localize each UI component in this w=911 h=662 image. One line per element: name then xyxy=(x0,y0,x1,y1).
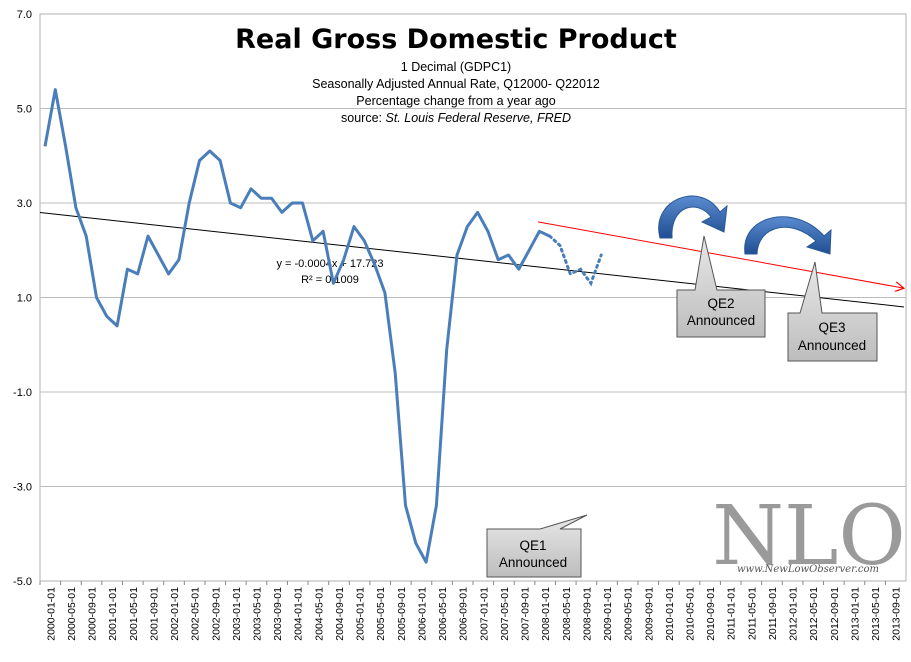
x-tick-label: 2008-01-01 xyxy=(540,587,552,641)
x-tick-label: 2000-09-01 xyxy=(87,587,99,641)
x-tick-label: 2007-05-01 xyxy=(499,587,511,641)
source-line: source: St. Louis Federal Reserve, FRED xyxy=(341,111,571,125)
qe2-callout: QE2 Announced xyxy=(676,235,766,338)
source-value: St. Louis Federal Reserve, FRED xyxy=(385,111,571,125)
x-tick-label: 2011-09-01 xyxy=(767,587,779,640)
x-tick-label: 2013-05-01 xyxy=(870,587,882,641)
x-tick-label: 2009-09-01 xyxy=(643,587,655,641)
watermark-logo: NLO xyxy=(712,489,905,584)
gdp-series-points xyxy=(44,89,602,563)
y-axis: -5.0 -3.0 -1.0 1.0 3.0 5.0 7.0 xyxy=(13,9,32,588)
x-tick-label: 2000-01-01 xyxy=(45,587,57,641)
subtitle-line-1: 1 Decimal (GDPC1) xyxy=(401,60,511,74)
x-tick-label: 2003-01-01 xyxy=(231,587,243,641)
x-tick-label: 2005-05-01 xyxy=(375,587,387,641)
qe2-label: QE2 xyxy=(707,296,734,311)
source-label: source: xyxy=(341,111,385,125)
x-tick-label: 2004-09-01 xyxy=(334,587,346,641)
y-tick-label: 7.0 xyxy=(17,9,32,21)
x-tick-label: 2004-01-01 xyxy=(293,587,305,641)
x-tick-label: 2013-01-01 xyxy=(849,587,861,641)
y-tick-label: -1.0 xyxy=(13,387,32,399)
x-tick-label: 2001-09-01 xyxy=(148,587,160,641)
x-tick-label: 2004-05-01 xyxy=(313,587,325,641)
qe3-callout: QE3 Announced xyxy=(787,261,878,362)
x-tick-label: 2001-01-01 xyxy=(107,587,119,641)
qe3-announced: Announced xyxy=(798,338,866,353)
x-tick-label: 2012-05-01 xyxy=(808,587,820,641)
y-tick-label: 1.0 xyxy=(17,293,32,305)
qe3-label: QE3 xyxy=(818,320,845,335)
x-tick-label: 2007-09-01 xyxy=(520,587,532,641)
gridlines xyxy=(40,108,906,487)
gdp-series-line xyxy=(43,88,551,564)
x-tick-label: 2010-05-01 xyxy=(685,587,697,641)
qe1-announced: Announced xyxy=(499,555,567,570)
x-tick-label: 2002-01-01 xyxy=(169,587,181,641)
x-tick-label: 2010-01-01 xyxy=(664,587,676,641)
x-tick-label: 2006-05-01 xyxy=(437,587,449,641)
red-trend-arrow xyxy=(537,221,903,288)
y-tick-label: -3.0 xyxy=(13,482,32,494)
x-axis: 2000-01-01 2000-05-01 2000-09-01 2001-01-01… xyxy=(39,581,903,641)
x-tick-label: 2008-05-01 xyxy=(561,587,573,641)
x-tick-label: 2010-09-01 xyxy=(705,587,717,641)
title-block: Real Gross Domestic Product 1 Decimal (G… xyxy=(235,24,677,125)
qe1-label: QE1 xyxy=(519,538,546,553)
x-tick-label: 2007-01-01 xyxy=(478,587,490,641)
y-tick-label: 3.0 xyxy=(17,198,32,210)
x-tick-label: 2013-09-01 xyxy=(891,587,903,641)
watermark: NLO www.NewLowObserver.com xyxy=(712,489,905,584)
x-tick-label: 2005-01-01 xyxy=(355,587,367,641)
subtitle-line-2: Seasonally Adjusted Annual Rate, Q12000-… xyxy=(312,77,600,91)
qe3-curved-arrow-icon xyxy=(744,216,832,255)
x-tick-label: 2001-05-01 xyxy=(128,587,140,641)
subtitle-line-3: Percentage change from a year ago xyxy=(356,94,555,108)
x-tick-label: 2002-05-01 xyxy=(190,587,202,641)
x-tick-label: 2009-01-01 xyxy=(602,587,614,641)
chart-title: Real Gross Domestic Product xyxy=(235,24,677,55)
x-tick-label: 2009-05-01 xyxy=(623,587,635,641)
gdp-projection-line xyxy=(548,234,603,287)
x-tick-label: 2011-01-01 xyxy=(726,587,738,640)
qe1-callout: QE1 Announced xyxy=(486,514,588,578)
watermark-url: www.NewLowObserver.com xyxy=(737,564,879,575)
x-tick-label: 2006-01-01 xyxy=(416,587,428,641)
x-tick-label: 2006-09-01 xyxy=(458,587,470,641)
y-tick-label: -5.0 xyxy=(13,576,32,588)
x-tick-label: 2000-05-01 xyxy=(66,587,78,641)
qe2-announced: Announced xyxy=(687,313,755,328)
y-tick-label: 5.0 xyxy=(17,104,32,116)
x-tick-label: 2003-05-01 xyxy=(252,587,264,641)
x-tick-label: 2002-09-01 xyxy=(210,587,222,641)
x-tick-label: 2003-09-01 xyxy=(272,587,284,641)
x-tick-label: 2008-09-01 xyxy=(581,587,593,641)
x-tick-label: 2005-09-01 xyxy=(396,587,408,641)
x-tick-label: 2012-09-01 xyxy=(829,587,841,641)
x-tick-label: 2011-05-01 xyxy=(746,587,758,640)
qe2-curved-arrow-icon xyxy=(658,195,728,239)
trendline-r-squared: R² = 0.1009 xyxy=(301,274,359,286)
x-tick-label: 2012-01-01 xyxy=(788,587,800,641)
